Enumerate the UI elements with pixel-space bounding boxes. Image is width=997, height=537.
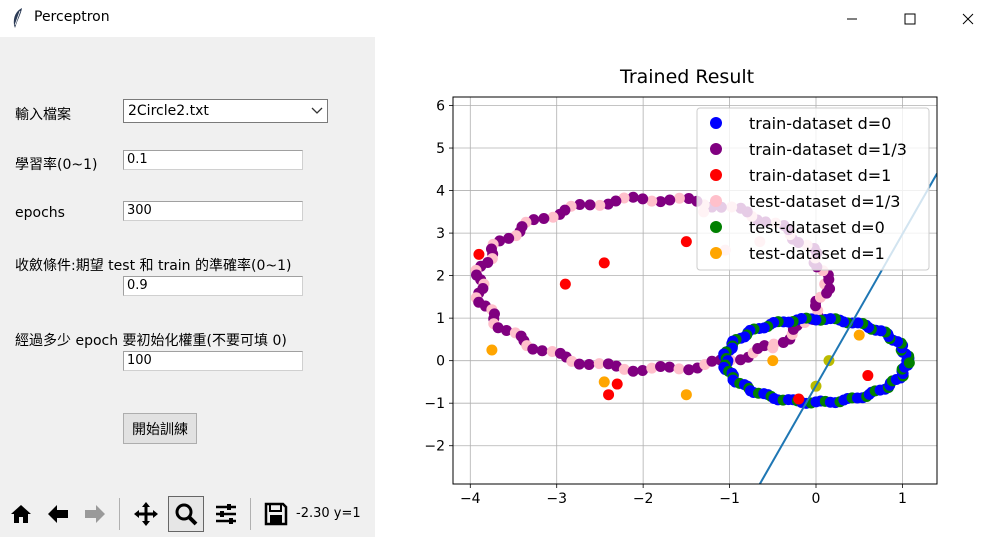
chart-title: Trained Result <box>620 66 755 88</box>
home-icon <box>11 505 31 523</box>
back-button[interactable] <box>40 496 76 532</box>
close-icon <box>962 13 974 24</box>
navigation-toolbar: -2.30 y=1 <box>0 496 375 536</box>
maximize-icon <box>904 13 916 24</box>
file-select[interactable]: 2Circle2.txt <box>123 99 328 123</box>
configure-button[interactable] <box>208 496 244 532</box>
learning-rate-label: 學習率(0~1) <box>15 157 98 173</box>
close-button[interactable] <box>945 0 991 37</box>
toolbar-separator <box>119 498 120 530</box>
back-icon <box>48 505 68 523</box>
home-button[interactable] <box>3 496 39 532</box>
pan-button[interactable] <box>128 496 164 532</box>
plot-canvas[interactable] <box>375 37 997 537</box>
cursor-coordinates: -2.30 y=1 <box>296 506 361 521</box>
forward-button[interactable] <box>77 496 113 532</box>
start-training-button[interactable]: 開始訓練 <box>123 413 197 444</box>
minimize-button[interactable] <box>829 0 875 37</box>
control-panel: 輸入檔案 2Circle2.txt 學習率(0~1) 0.1 epochs 30… <box>0 37 375 537</box>
epochs-label: epochs <box>15 205 65 221</box>
zoom-icon <box>175 503 198 526</box>
toolbar-separator <box>250 498 251 530</box>
save-icon <box>264 502 288 526</box>
save-button[interactable] <box>258 496 294 532</box>
minimize-icon <box>847 18 857 19</box>
window-title: Perceptron <box>34 9 110 25</box>
zoom-button[interactable] <box>168 496 204 532</box>
feather-icon <box>13 8 22 28</box>
file-select-value: 2Circle2.txt <box>128 103 209 119</box>
chevron-down-icon <box>311 107 323 114</box>
reinit-label: 經過多少 epoch 要初始化權重(不要可填 0) <box>15 333 287 349</box>
pan-icon <box>134 502 158 526</box>
reinit-input[interactable]: 100 <box>123 351 303 371</box>
window-titlebar: Perceptron <box>0 0 997 37</box>
configure-icon <box>216 504 236 524</box>
forward-icon <box>85 505 105 523</box>
convergence-input[interactable]: 0.9 <box>123 276 303 296</box>
convergence-label: 收斂條件:期望 test 和 train 的準確率(0~1) <box>15 258 292 274</box>
file-label: 輸入檔案 <box>15 107 71 123</box>
learning-rate-input[interactable]: 0.1 <box>123 150 303 170</box>
epochs-input[interactable]: 300 <box>123 201 303 221</box>
maximize-button[interactable] <box>887 0 933 37</box>
